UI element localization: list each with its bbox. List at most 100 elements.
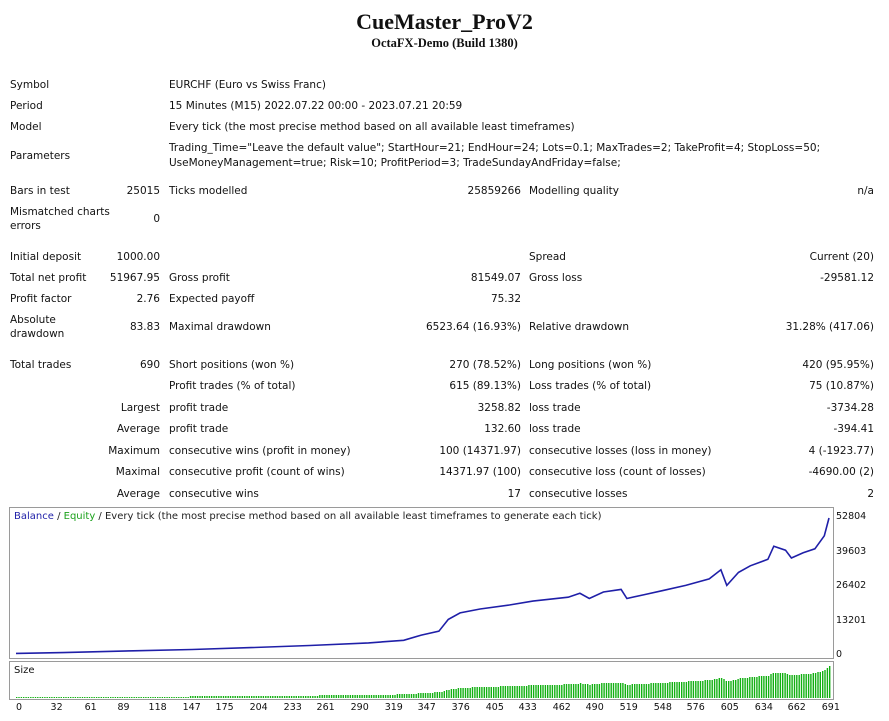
size-bar xyxy=(739,678,742,698)
size-bar xyxy=(728,681,730,698)
size-bar xyxy=(248,696,250,698)
size-bar xyxy=(648,684,650,698)
size-bar xyxy=(561,685,563,698)
size-bar xyxy=(286,696,288,698)
size-bar xyxy=(328,695,330,698)
balance-chart-svg xyxy=(15,517,830,655)
size-bar xyxy=(650,683,652,698)
size-bar xyxy=(279,696,281,698)
size-bar xyxy=(166,697,168,698)
expected-payoff-value: 75.32 xyxy=(490,293,521,305)
size-bar xyxy=(131,697,133,698)
size-bar xyxy=(737,679,739,698)
size-bar xyxy=(354,695,356,698)
size-bar xyxy=(474,687,476,698)
size-bar xyxy=(749,677,751,698)
size-bar xyxy=(760,676,763,698)
largest-prefix: Largest xyxy=(120,402,160,414)
y-tick-label: 0 xyxy=(836,649,843,660)
size-bar xyxy=(337,695,340,698)
ticks-label: Ticks modelled xyxy=(169,185,248,197)
size-bar xyxy=(243,696,246,698)
balance-line xyxy=(15,517,830,655)
size-bar xyxy=(626,685,629,698)
size-bar xyxy=(514,686,516,698)
x-tick-label: 61 xyxy=(84,702,97,713)
size-bar xyxy=(16,697,18,698)
maximal-consec-loss-value: -4690.00 (2) xyxy=(808,466,874,478)
size-bar xyxy=(509,686,511,698)
size-bar xyxy=(469,688,471,698)
gross-loss-label: Gross loss xyxy=(529,272,583,284)
size-bar xyxy=(547,685,549,698)
size-bar xyxy=(448,690,450,698)
legend-separator: / xyxy=(53,511,64,522)
size-bar xyxy=(704,680,706,698)
size-bar xyxy=(664,683,666,698)
size-bar xyxy=(215,696,218,698)
net-profit-label: Total net profit xyxy=(10,272,87,284)
size-bar xyxy=(246,696,248,698)
size-bar xyxy=(74,697,77,698)
size-bar xyxy=(251,696,253,698)
size-bar xyxy=(587,684,589,698)
size-bar xyxy=(258,696,260,698)
largest-loss-value: -3734.28 xyxy=(826,402,874,414)
size-bar xyxy=(406,694,408,698)
x-tick-label: 118 xyxy=(148,702,167,713)
size-bar xyxy=(542,685,544,698)
size-bar xyxy=(422,693,424,698)
size-bar xyxy=(678,682,680,698)
size-bar xyxy=(507,686,509,698)
size-bar xyxy=(770,674,772,698)
size-bar xyxy=(420,693,422,698)
size-bar xyxy=(262,696,265,698)
long-positions-label: Long positions (won %) xyxy=(529,359,652,371)
size-bar xyxy=(41,697,44,698)
size-bar xyxy=(72,697,74,698)
size-bar xyxy=(709,680,711,698)
period-value: 15 Minutes (M15) 2022.07.22 00:00 - 2023… xyxy=(169,100,463,112)
maximal-prefix: Maximal xyxy=(115,466,160,478)
size-bar xyxy=(751,677,753,698)
size-bar xyxy=(222,696,225,698)
size-bar xyxy=(34,697,37,698)
model-value: Every tick (the most precise method base… xyxy=(169,121,575,133)
size-bar xyxy=(110,697,112,698)
size-bar xyxy=(182,697,185,698)
size-bar xyxy=(676,682,678,698)
size-bar xyxy=(784,673,786,698)
size-bar xyxy=(178,697,180,698)
size-bar xyxy=(370,695,373,698)
size-bar xyxy=(180,697,182,698)
initial-deposit-value: 1000.00 xyxy=(116,251,160,263)
size-bar xyxy=(91,697,93,698)
x-tick-label: 519 xyxy=(619,702,638,713)
size-bar xyxy=(643,684,645,698)
size-bar xyxy=(345,695,347,698)
x-tick-label: 290 xyxy=(350,702,369,713)
y-tick-label: 13201 xyxy=(836,614,867,626)
x-tick-label: 634 xyxy=(754,702,773,713)
size-bar xyxy=(316,696,319,698)
parameters-line-2: UseMoneyManagement=true; Risk=10; Profit… xyxy=(169,157,621,169)
size-bar xyxy=(335,695,337,698)
size-bar xyxy=(159,697,161,698)
size-bar xyxy=(692,681,695,698)
size-bar xyxy=(596,684,598,698)
profit-factor-value: 2.76 xyxy=(136,293,160,305)
x-tick-label: 376 xyxy=(451,702,470,713)
size-bar xyxy=(114,697,117,698)
size-bar xyxy=(206,696,208,698)
size-bar xyxy=(551,685,554,698)
size-bar xyxy=(413,694,415,698)
size-bar xyxy=(124,697,126,698)
mismatch-label-1: Mismatched charts xyxy=(10,206,110,218)
ticks-value: 25859266 xyxy=(467,185,521,197)
size-bar xyxy=(601,683,603,698)
size-bar xyxy=(267,696,269,698)
x-tick-label: 490 xyxy=(585,702,604,713)
size-bar xyxy=(95,697,98,698)
net-profit-value: 51967.95 xyxy=(109,272,160,284)
size-bar xyxy=(584,684,586,698)
